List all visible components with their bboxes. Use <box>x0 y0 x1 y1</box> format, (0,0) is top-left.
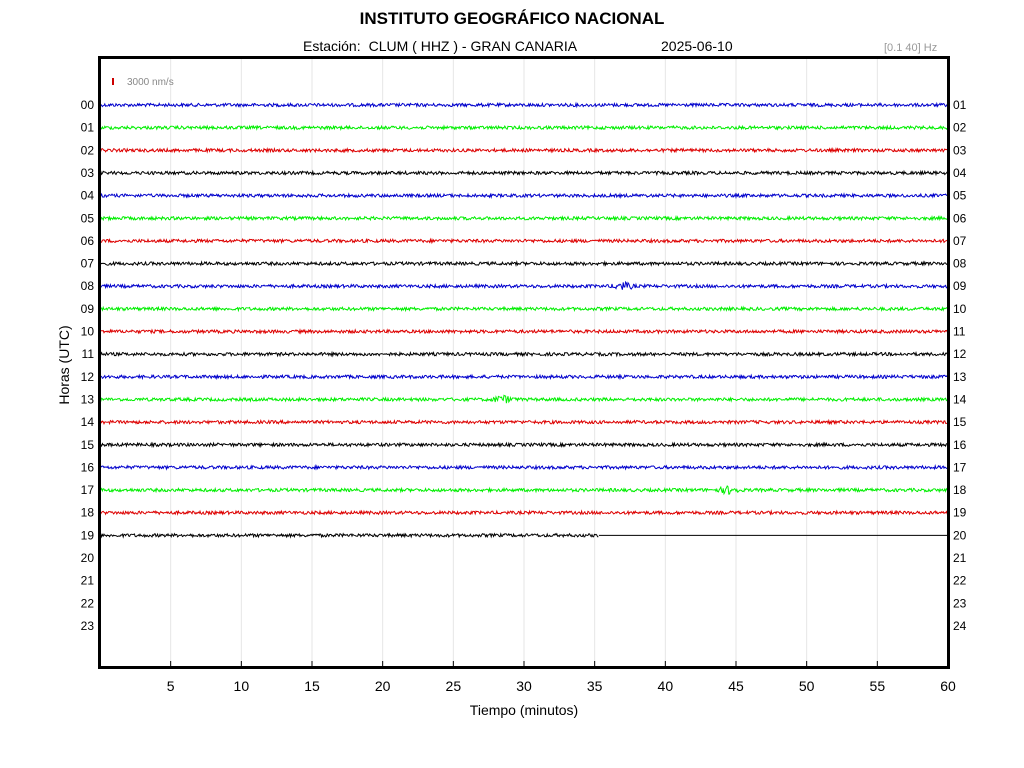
x-axis: 5 10 15 20 25 30 35 40 45 50 55 60 <box>167 661 956 694</box>
trace-hour-17 <box>99 485 949 496</box>
station-info: Estación: CLUM ( HHZ ) - GRAN CANARIA <box>303 38 577 54</box>
plot-frame <box>98 56 950 669</box>
trace-hour-00 <box>99 101 949 109</box>
hour-label-right: 05 <box>953 189 967 203</box>
x-tick-label: 60 <box>940 678 956 694</box>
hour-label-right: 07 <box>953 234 967 248</box>
trace-hour-10 <box>99 328 949 335</box>
hour-label-left: 19 <box>81 528 95 542</box>
hour-label-left: 18 <box>81 506 95 520</box>
hour-label-left: 14 <box>81 415 95 429</box>
hour-label-left: 13 <box>81 392 95 406</box>
trace-hour-13 <box>99 394 949 404</box>
trace-hour-19 <box>99 532 599 539</box>
hour-label-right: 18 <box>953 483 967 497</box>
record-date: 2025-06-10 <box>661 38 733 54</box>
trace-hour-03 <box>99 169 949 177</box>
x-tick-label: 40 <box>658 678 674 694</box>
hour-label-left: 04 <box>81 189 95 203</box>
hour-label-right: 20 <box>953 528 967 542</box>
grid-lines <box>170 59 878 666</box>
hour-label-left: 09 <box>81 302 95 316</box>
y-axis-left: 00 01 02 03 04 05 06 07 08 09 10 11 12 13 14 15 16 17 18 19… <box>81 98 95 633</box>
hour-label-right: 06 <box>953 211 967 225</box>
hour-label-right: 11 <box>953 325 966 339</box>
hour-label-right: 12 <box>953 347 967 361</box>
x-tick-label: 10 <box>234 678 250 694</box>
x-tick-label: 30 <box>516 678 532 694</box>
hour-label-right: 15 <box>953 415 967 429</box>
hour-label-left: 08 <box>81 279 95 293</box>
trace-hour-01 <box>99 124 949 131</box>
hour-label-right: 17 <box>953 460 967 474</box>
hour-label-left: 06 <box>81 234 95 248</box>
hour-label-right: 14 <box>953 392 967 406</box>
trace-hour-07 <box>99 260 949 268</box>
x-tick-label: 55 <box>870 678 886 694</box>
trace-hour-05 <box>99 214 949 222</box>
hour-label-right: 13 <box>953 370 967 384</box>
hour-label-right: 08 <box>953 257 967 271</box>
filter-band: [0.1 40] Hz <box>884 42 938 54</box>
trace-hour-18 <box>99 509 949 516</box>
trace-hour-15 <box>99 441 949 449</box>
hour-label-right: 21 <box>953 551 967 565</box>
hour-label-right: 24 <box>953 619 967 633</box>
hour-label-left: 20 <box>81 551 95 565</box>
hour-label-left: 10 <box>81 325 95 339</box>
x-tick-label: 45 <box>728 678 744 694</box>
hour-label-left: 23 <box>81 619 95 633</box>
hour-label-left: 01 <box>81 121 95 135</box>
hour-label-left: 12 <box>81 370 95 384</box>
scale-label: 3000 nm/s <box>127 77 174 88</box>
hour-label-left: 16 <box>81 460 95 474</box>
hour-label-left: 02 <box>81 143 95 157</box>
hour-label-right: 19 <box>953 506 967 520</box>
station-label: Estación: <box>303 38 361 54</box>
x-tick-label: 5 <box>167 678 175 694</box>
hour-label-left: 21 <box>81 574 95 588</box>
hour-label-left: 22 <box>81 596 95 610</box>
hour-label-left: 00 <box>81 98 95 112</box>
hour-label-left: 05 <box>81 211 95 225</box>
x-tick-label: 15 <box>304 678 320 694</box>
hour-label-right: 23 <box>953 596 967 610</box>
trace-hour-08 <box>99 280 949 290</box>
hour-label-left: 17 <box>81 483 95 497</box>
trace-hour-16 <box>99 463 949 471</box>
hour-label-right: 10 <box>953 302 967 316</box>
seismic-traces <box>99 101 949 539</box>
hour-label-right: 16 <box>953 438 967 452</box>
hour-label-left: 03 <box>81 166 95 180</box>
hour-label-right: 09 <box>953 279 967 293</box>
y-axis-label: Horas (UTC) <box>56 325 72 404</box>
trace-hour-09 <box>99 305 949 313</box>
page-title: INSTITUTO GEOGRÁFICO NACIONAL <box>359 9 665 28</box>
trace-hour-11 <box>99 350 949 358</box>
scale-bar <box>112 78 114 85</box>
x-tick-label: 50 <box>799 678 815 694</box>
x-axis-label: Tiempo (minutos) <box>470 702 578 718</box>
hour-label-left: 07 <box>81 257 95 271</box>
x-tick-label: 35 <box>587 678 603 694</box>
x-tick-label: 25 <box>446 678 462 694</box>
y-axis-right: 01 02 03 04 05 06 07 08 09 10 11 12 13 14 15 16 17 18 19 20… <box>953 98 967 633</box>
hour-label-right: 01 <box>953 98 967 112</box>
hour-label-right: 03 <box>953 143 967 157</box>
station-value: CLUM ( HHZ ) - GRAN CANARIA <box>368 38 578 54</box>
trace-hour-14 <box>99 418 949 426</box>
trace-hour-12 <box>99 373 949 381</box>
hour-label-right: 02 <box>953 121 967 135</box>
hour-label-left: 15 <box>81 438 95 452</box>
trace-hour-04 <box>99 192 949 200</box>
trace-hour-02 <box>99 146 949 154</box>
hour-label-right: 04 <box>953 166 967 180</box>
x-tick-label: 20 <box>375 678 391 694</box>
trace-hour-06 <box>99 237 949 245</box>
hour-label-left: 11 <box>82 347 95 361</box>
hour-label-right: 22 <box>953 574 967 588</box>
